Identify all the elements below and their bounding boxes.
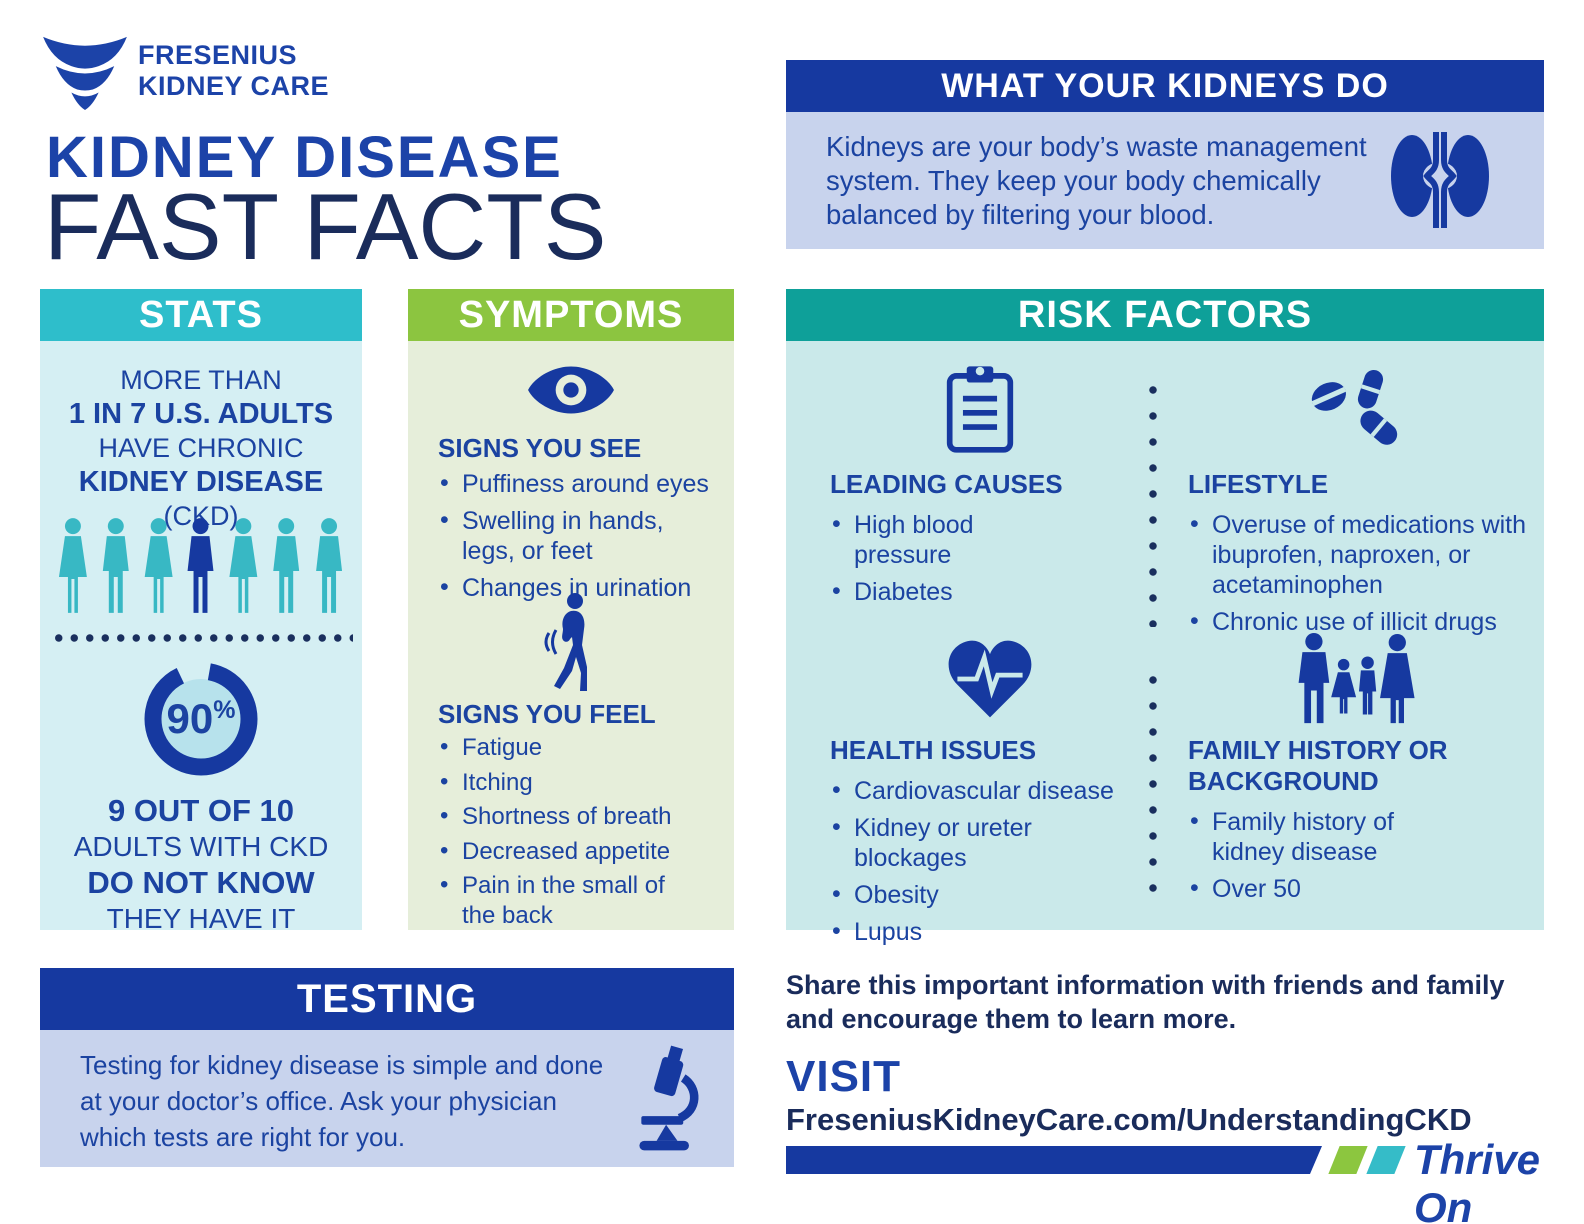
risk-quadrant-leading-causes: LEADING CAUSES High blood pressure Diabe… [830, 363, 1130, 614]
donut-value: 90 [166, 695, 214, 742]
risk-quadrant-health-issues: HEALTH ISSUES Cardiovascular disease Kid… [830, 635, 1150, 954]
list-item: Diabetes [830, 576, 1040, 607]
stats-fact-2-line: THEY HAVE IT [106, 903, 296, 934]
eye-icon [408, 363, 734, 422]
list-item: Kidney or ureter blockages [830, 812, 1140, 873]
quadrant-title: HEALTH ISSUES [830, 735, 1037, 765]
stats-fact-1: MORE THAN 1 IN 7 U.S. ADULTS HAVE CHRONI… [40, 363, 362, 533]
kidneys-do-body: Kidneys are your body’s waste management… [786, 112, 1544, 249]
risk-factors-body: LEADING CAUSES High blood pressure Diabe… [786, 341, 1544, 946]
kidneys-do-panel: WHAT YOUR KIDNEYS DO Kidneys are your bo… [786, 60, 1544, 249]
list-item: Family history of kidney disease [1188, 806, 1468, 867]
brand-name: FRESENIUS KIDNEY CARE [138, 40, 329, 102]
signs-you-feel-list: Fatigue Itching Shortness of breath Decr… [438, 732, 718, 935]
quadrant-title: FAMILY HISTORY OR BACKGROUND [1188, 735, 1448, 796]
stats-fact-2: 9 OUT OF 10 ADULTS WITH CKD DO NOT KNOW … [40, 793, 362, 937]
share-text: Share this important information with fr… [786, 970, 1505, 1034]
stats-fact-2-line: DO NOT KNOW [87, 865, 315, 900]
thrive-green-stripe-icon [1328, 1146, 1368, 1174]
stats-body: MORE THAN 1 IN 7 U.S. ADULTS HAVE CHRONI… [40, 341, 362, 934]
stats-panel: STATS MORE THAN 1 IN 7 U.S. ADULTS HAVE … [40, 289, 362, 934]
list-item: High blood pressure [830, 509, 1040, 570]
risk-quadrant-family-history: FAMILY HISTORY OR BACKGROUND Family hist… [1188, 633, 1528, 911]
list-item: Cardiovascular disease [830, 775, 1140, 806]
list-item: Overuse of medications with ibuprofen, n… [1188, 509, 1528, 600]
brand-name-line1: FRESENIUS [138, 40, 298, 70]
pills-icon [1188, 363, 1528, 457]
fresenius-logo-icon [42, 34, 128, 110]
list-item: Itching [438, 767, 718, 798]
stats-fact-2-line: 9 OUT OF 10 [107, 793, 295, 828]
testing-text: Testing for kidney disease is simple and… [80, 1050, 604, 1152]
list-item: Over 50 [1188, 873, 1468, 904]
quadrant-title: LEADING CAUSES [830, 469, 1063, 499]
visit-url: FreseniusKidneyCare.com/UnderstandingCKD [786, 1102, 1472, 1137]
signs-you-see-list: Puffiness around eyes Swelling in hands,… [438, 468, 723, 610]
people-pictogram [51, 517, 351, 622]
donut-chart: 90% [139, 657, 263, 781]
risk-quadrant-lifestyle: LIFESTYLE Overuse of medications with ib… [1188, 363, 1528, 644]
testing-body: Testing for kidney disease is simple and… [40, 1030, 734, 1167]
stats-fact-1-line: 1 IN 7 U.S. ADULTS [68, 398, 334, 430]
back-pain-person-icon [408, 593, 734, 698]
list-item: Pain in the small of the back [438, 870, 672, 930]
microscope-icon [628, 1040, 708, 1163]
testing-panel: TESTING Testing for kidney disease is si… [40, 968, 734, 1167]
symptoms-body: SIGNS YOU SEE Puffiness around eyes Swel… [408, 341, 734, 930]
symptoms-panel: SYMPTOMS SIGNS YOU SEE Puffiness around … [408, 289, 734, 930]
donut-center-label: 90% [139, 657, 263, 781]
thrive-teal-stripe-icon [1366, 1146, 1406, 1174]
thrive-on-logo: Thrive On [786, 1136, 1566, 1224]
clipboard-icon [830, 363, 1130, 457]
risk-factors-panel: RISK FACTORS LEADING CAUSES [786, 289, 1544, 946]
brand-name-line2: KIDNEY CARE [138, 71, 330, 101]
stats-fact-1-line: MORE THAN [120, 365, 282, 395]
thrive-on-tagline: Thrive On [1414, 1136, 1541, 1224]
page-title-line2: FAST FACTS [44, 174, 607, 279]
signs-you-see-title: SIGNS YOU SEE [438, 433, 642, 463]
kidneys-do-header: WHAT YOUR KIDNEYS DO [786, 60, 1544, 112]
list-item: Puffiness around eyes [438, 468, 723, 499]
stats-header: STATS [40, 289, 362, 341]
list-item: Obesity [830, 879, 1140, 910]
list-item: Chronic use of illicit drugs [1188, 606, 1528, 637]
quadrant-list: Family history of kidney disease Over 50 [1188, 806, 1468, 904]
quadrant-title: LIFESTYLE [1188, 469, 1329, 499]
thrive-bar [786, 1146, 1322, 1174]
quadrant-list: High blood pressure Diabetes [830, 509, 1040, 607]
kidneys-do-text: Kidneys are your body’s waste management… [826, 131, 1367, 230]
list-item: Lupus [830, 916, 1140, 947]
footer: Share this important information with fr… [786, 968, 1566, 1224]
list-item: Swelling in hands, legs, or feet [438, 505, 723, 566]
quadrant-list: Overuse of medications with ibuprofen, n… [1188, 509, 1528, 637]
kidneys-icon [1390, 126, 1490, 239]
testing-header: TESTING [40, 968, 734, 1030]
dotted-divider [1148, 667, 1158, 893]
family-icon [1188, 633, 1528, 724]
stats-fact-2-line: ADULTS WITH CKD [73, 831, 329, 862]
donut-unit: % [213, 695, 236, 724]
stats-fact-1-line: HAVE CHRONIC [98, 433, 304, 463]
risk-factors-header: RISK FACTORS [786, 289, 1544, 341]
symptoms-header: SYMPTOMS [408, 289, 734, 341]
dotted-divider [1148, 377, 1158, 627]
quadrant-list: Cardiovascular disease Kidney or ureter … [830, 775, 1140, 947]
list-item: Fatigue [438, 732, 718, 763]
list-item: Decreased appetite [438, 836, 718, 867]
heart-pulse-icon [830, 635, 1150, 723]
visit-label: VISIT [786, 1052, 902, 1101]
signs-you-feel-title: SIGNS YOU FEEL [438, 699, 656, 729]
list-item: Shortness of breath [438, 801, 718, 832]
page-title-line1: KIDNEY DISEASE [46, 125, 563, 190]
stats-fact-1-line: KIDNEY DISEASE [78, 466, 324, 498]
dotted-separator [51, 633, 353, 643]
